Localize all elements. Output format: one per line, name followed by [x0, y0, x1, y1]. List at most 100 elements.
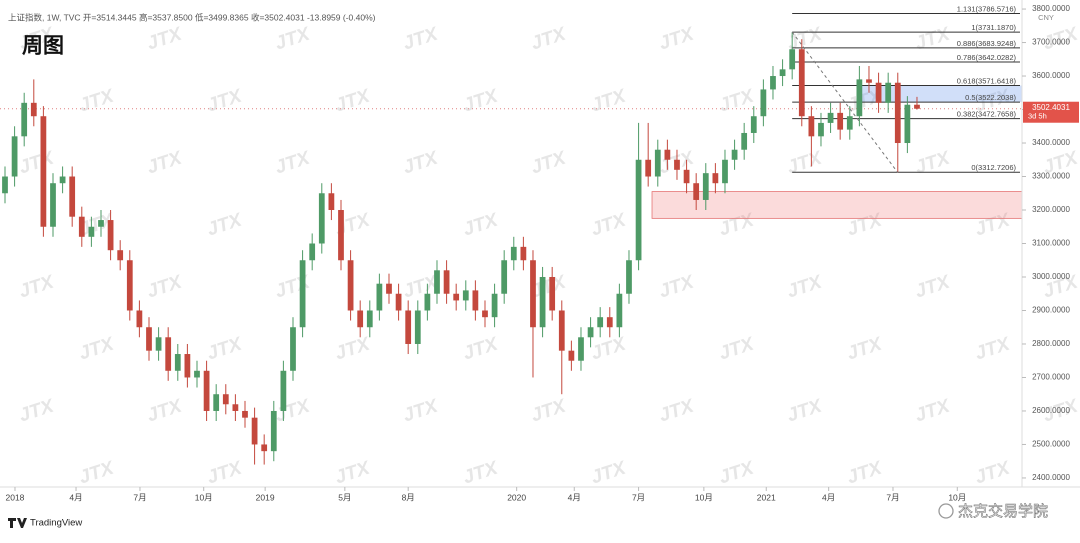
last-price-label: 3502.4031	[1032, 103, 1070, 112]
candle-body	[530, 260, 536, 328]
candle-body	[539, 276, 546, 328]
zone	[651, 191, 1023, 219]
watermark: JTX	[973, 333, 1014, 364]
watermark: JTX	[657, 271, 698, 302]
x-tick-label: 4月	[568, 492, 581, 502]
watermark: JTX	[845, 457, 886, 488]
y-tick-label: 3400.0000	[1032, 138, 1070, 147]
watermark: JTX	[461, 209, 502, 240]
candle-body	[2, 176, 8, 194]
fib-label: 0.618(3571.6418)	[957, 77, 1017, 86]
candle-body	[405, 310, 412, 344]
candle-body	[117, 250, 124, 261]
candle-body	[904, 104, 911, 144]
watermark: JTX	[401, 395, 442, 426]
candle-body	[626, 260, 632, 294]
watermark: JTX	[401, 147, 442, 178]
fib-label: 1(3731.1870)	[971, 23, 1016, 32]
candle-body	[827, 112, 834, 123]
candle-body	[366, 310, 373, 328]
x-tick-label: 5月	[338, 492, 351, 502]
watermark: JTX	[333, 333, 374, 364]
y-tick-label: 3100.0000	[1032, 239, 1070, 248]
fib-label: 0.382(3472.7658)	[957, 110, 1017, 119]
candle-body	[126, 260, 133, 311]
candle-body	[818, 122, 824, 137]
brand-logo	[8, 518, 27, 528]
watermark: JTX	[17, 395, 58, 426]
y-tick-label: 2600.0000	[1032, 406, 1070, 415]
candle-body	[606, 317, 613, 328]
candle-body	[194, 370, 200, 378]
candle-body	[712, 173, 719, 184]
y-tick-label: 3000.0000	[1032, 272, 1070, 281]
candle-body	[520, 246, 527, 261]
watermark: JTX	[657, 395, 698, 426]
candle-body	[98, 220, 104, 227]
x-tick-label: 7月	[886, 492, 899, 502]
watermark: JTX	[589, 85, 630, 116]
candle-body	[338, 210, 344, 261]
candle-body	[299, 260, 306, 328]
last-price-box	[1023, 101, 1079, 123]
x-tick-label: 8月	[402, 492, 415, 502]
watermark: JTX	[529, 147, 570, 178]
candle-body	[568, 350, 575, 361]
candle-body	[501, 260, 508, 294]
candle-body	[587, 327, 594, 338]
watermark: JTX	[461, 457, 502, 488]
candle-body	[184, 354, 191, 378]
x-tick-label: 2021	[757, 492, 776, 502]
header: 上证指数, 1W, TVC 开=3514.3445 高=3537.8500 低=…	[8, 12, 376, 22]
watermark: JTX	[785, 395, 826, 426]
watermark: JTX	[333, 457, 374, 488]
watermark: JTX	[401, 23, 442, 54]
watermark: JTX	[717, 333, 758, 364]
candle-body	[155, 337, 162, 351]
watermark: JTX	[77, 85, 118, 116]
candle-body	[443, 270, 450, 294]
watermark: JTX	[145, 395, 186, 426]
candle-body	[866, 79, 872, 83]
y-tick-label: 2400.0000	[1032, 473, 1070, 482]
y-tick-label: 3800.0000	[1032, 4, 1070, 13]
watermark: JTX	[205, 333, 246, 364]
currency: CNY	[1038, 13, 1054, 22]
candle-body	[654, 149, 661, 177]
x-tick-label: 10月	[695, 492, 713, 502]
candle-body	[702, 173, 709, 200]
watermark: JTX	[589, 333, 630, 364]
credit: 杰克交易学院	[958, 502, 1048, 520]
watermark: JTX	[273, 395, 314, 426]
watermark: JTX	[273, 23, 314, 54]
candle-body	[21, 102, 28, 137]
candle-body	[798, 49, 805, 117]
candle-body	[731, 149, 738, 160]
watermark: JTX	[145, 23, 186, 54]
candle-body	[242, 410, 248, 418]
candle-body	[357, 310, 364, 328]
candle-body	[318, 193, 325, 244]
candle-body	[203, 370, 210, 411]
watermark: JTX	[913, 395, 954, 426]
x-tick-label: 4月	[69, 492, 82, 502]
candle-body	[174, 354, 181, 371]
y-tick-label: 2800.0000	[1032, 339, 1070, 348]
candle-body	[491, 293, 498, 318]
plot-area: 1.131(3786.5716) 1(3731.1870) 0.886(3683.9…	[0, 5, 1023, 465]
watermark: JTX	[717, 85, 758, 116]
watermark: JTX	[273, 271, 314, 302]
candle-body	[741, 132, 748, 150]
fib-label: 0(3312.7206)	[971, 163, 1016, 172]
candle-body	[664, 149, 671, 160]
watermark: JTX	[973, 457, 1014, 488]
candle-body	[88, 226, 95, 237]
candle-body	[11, 136, 18, 177]
fib-label: 0.886(3683.9248)	[957, 39, 1017, 48]
candle-body	[875, 82, 882, 103]
watermark: JTX	[273, 147, 314, 178]
candle-body	[597, 317, 604, 328]
countdown: 3d 5h	[1028, 112, 1047, 121]
candle-body	[261, 444, 268, 452]
